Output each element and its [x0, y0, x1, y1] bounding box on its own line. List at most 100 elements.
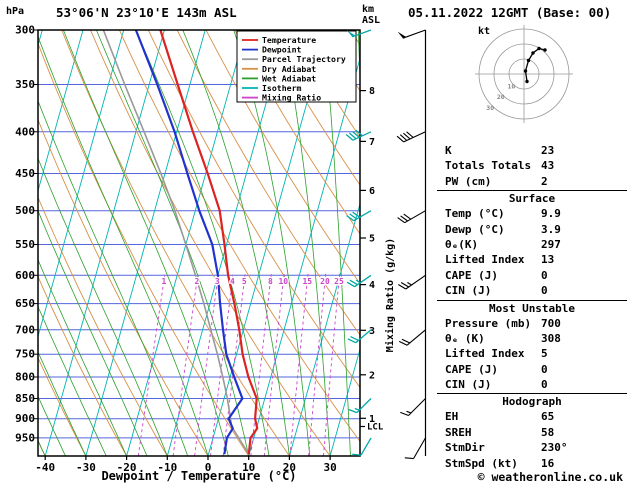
svg-text:Isotherm: Isotherm: [262, 83, 302, 93]
stat-label: θₑ(K): [445, 237, 479, 251]
stat-label: CAPE (J): [445, 362, 498, 376]
svg-text:km: km: [362, 4, 374, 15]
stat-row: CIN (J) 0: [437, 377, 627, 392]
stat-value: 297: [541, 237, 561, 251]
svg-text:kt: kt: [478, 26, 490, 37]
svg-text:700: 700: [15, 323, 35, 336]
stat-row: Pressure (mb) 700: [437, 316, 627, 331]
svg-text:500: 500: [15, 204, 35, 217]
stats-panel: K 23 Totals Totals 43 PW (cm) 2 Surface Temp (°…: [437, 143, 627, 471]
stat-label: Totals Totals: [445, 159, 532, 173]
svg-text:15: 15: [302, 277, 312, 286]
svg-text:350: 350: [15, 78, 35, 91]
svg-text:0: 0: [205, 461, 212, 474]
stat-value: 65: [541, 410, 555, 424]
svg-text:hPa: hPa: [6, 6, 24, 17]
stat-row: Totals Totals 43: [437, 158, 627, 173]
svg-text:Dry Adiabat: Dry Adiabat: [262, 64, 316, 74]
svg-text:2: 2: [194, 277, 199, 286]
stat-row: Lifted Index 5: [437, 346, 627, 361]
svg-text:LCL: LCL: [367, 423, 384, 433]
svg-text:Mixing Ratio (g/kg): Mixing Ratio (g/kg): [384, 238, 396, 352]
copyright: © weatheronline.co.uk: [477, 470, 623, 484]
stat-row: Lifted Index 13: [437, 252, 627, 267]
svg-text:Temperature: Temperature: [262, 35, 316, 45]
stat-row: PW (cm) 2: [437, 174, 627, 189]
svg-text:4: 4: [369, 280, 375, 291]
stat-row: CIN (J) 0: [437, 283, 627, 298]
svg-text:950: 950: [15, 431, 35, 444]
stat-label: PW (cm): [445, 174, 492, 188]
svg-text:5: 5: [242, 277, 247, 286]
stat-label: θₑ (K): [445, 331, 485, 345]
stat-label: K: [445, 144, 452, 157]
skewt-diagram: 1 2 3 4 5 8 10 15 20 25hPa30035040045050055060065…: [6, 4, 427, 483]
svg-text:Mixing Ratio: Mixing Ratio: [262, 93, 321, 103]
stat-value: 0: [541, 284, 548, 298]
svg-text:20: 20: [320, 277, 330, 286]
svg-text:450: 450: [15, 167, 35, 180]
svg-text:550: 550: [15, 238, 35, 251]
svg-text:8: 8: [268, 277, 273, 286]
stat-row: CAPE (J) 0: [437, 268, 627, 283]
svg-text:800: 800: [15, 371, 35, 384]
svg-text:Dewpoint: Dewpoint: [262, 45, 302, 55]
svg-text:600: 600: [15, 269, 35, 282]
svg-text:4: 4: [230, 277, 235, 286]
stat-value: 23: [541, 144, 555, 157]
stat-row: SREH 58: [437, 425, 627, 440]
stat-label: Lifted Index: [445, 347, 525, 361]
svg-text:650: 650: [15, 297, 35, 310]
stat-row: K 23: [437, 143, 627, 158]
stat-row: CAPE (J) 0: [437, 362, 627, 377]
stat-value: 2: [541, 174, 548, 188]
svg-text:3: 3: [215, 277, 220, 286]
stat-row: StmDir 230°: [437, 440, 627, 455]
stat-row: EH 65: [437, 409, 627, 424]
stat-label: StmSpd (kt): [445, 456, 518, 470]
svg-text:5: 5: [369, 234, 375, 245]
stat-row: θₑ(K) 297: [437, 237, 627, 252]
stat-row: Dewp (°C) 3.9: [437, 222, 627, 237]
svg-text:20: 20: [497, 93, 505, 101]
stat-value: 3.9: [541, 222, 561, 236]
stat-value: 5: [541, 347, 548, 361]
stat-label: Lifted Index: [445, 253, 525, 267]
svg-text:7: 7: [369, 137, 375, 148]
svg-text:30: 30: [486, 104, 494, 112]
svg-text:25: 25: [334, 277, 344, 286]
stat-value: 0: [541, 362, 548, 376]
svg-text:1: 1: [369, 414, 375, 425]
stat-value: 230°: [541, 441, 568, 455]
stat-section-title: Most Unstable: [437, 299, 627, 316]
stat-label: CAPE (J): [445, 268, 498, 282]
stat-label: Temp (°C): [445, 207, 505, 221]
run-datetime-title: 05.11.2022 12GMT (Base: 00): [408, 5, 612, 20]
stat-label: Pressure (mb): [445, 316, 532, 330]
svg-text:30: 30: [323, 461, 336, 474]
svg-text:750: 750: [15, 348, 35, 361]
stat-row: θₑ (K) 308: [437, 331, 627, 346]
svg-text:Dewpoint / Temperature (°C): Dewpoint / Temperature (°C): [101, 469, 296, 483]
svg-text:ASL: ASL: [362, 15, 380, 26]
svg-text:-10: -10: [157, 461, 177, 474]
stat-label: SREH: [445, 425, 472, 439]
svg-text:300: 300: [15, 24, 35, 37]
station-title: 53°06'N 23°10'E 143m ASL: [56, 5, 237, 20]
stat-value: 43: [541, 159, 555, 173]
stat-label: CIN (J): [445, 284, 492, 298]
stat-value: 58: [541, 425, 555, 439]
stat-row: Temp (°C) 9.9: [437, 206, 627, 221]
stat-row: StmSpd (kt) 16: [437, 456, 627, 471]
svg-text:Wet Adiabat: Wet Adiabat: [262, 73, 316, 83]
svg-text:10: 10: [242, 461, 255, 474]
svg-text:400: 400: [15, 125, 35, 138]
stat-label: CIN (J): [445, 378, 492, 392]
svg-text:10: 10: [278, 277, 288, 286]
svg-text:10: 10: [507, 83, 515, 91]
svg-text:Parcel Trajectory: Parcel Trajectory: [262, 54, 346, 64]
svg-text:-30: -30: [76, 461, 96, 474]
stat-value: 0: [541, 378, 548, 392]
